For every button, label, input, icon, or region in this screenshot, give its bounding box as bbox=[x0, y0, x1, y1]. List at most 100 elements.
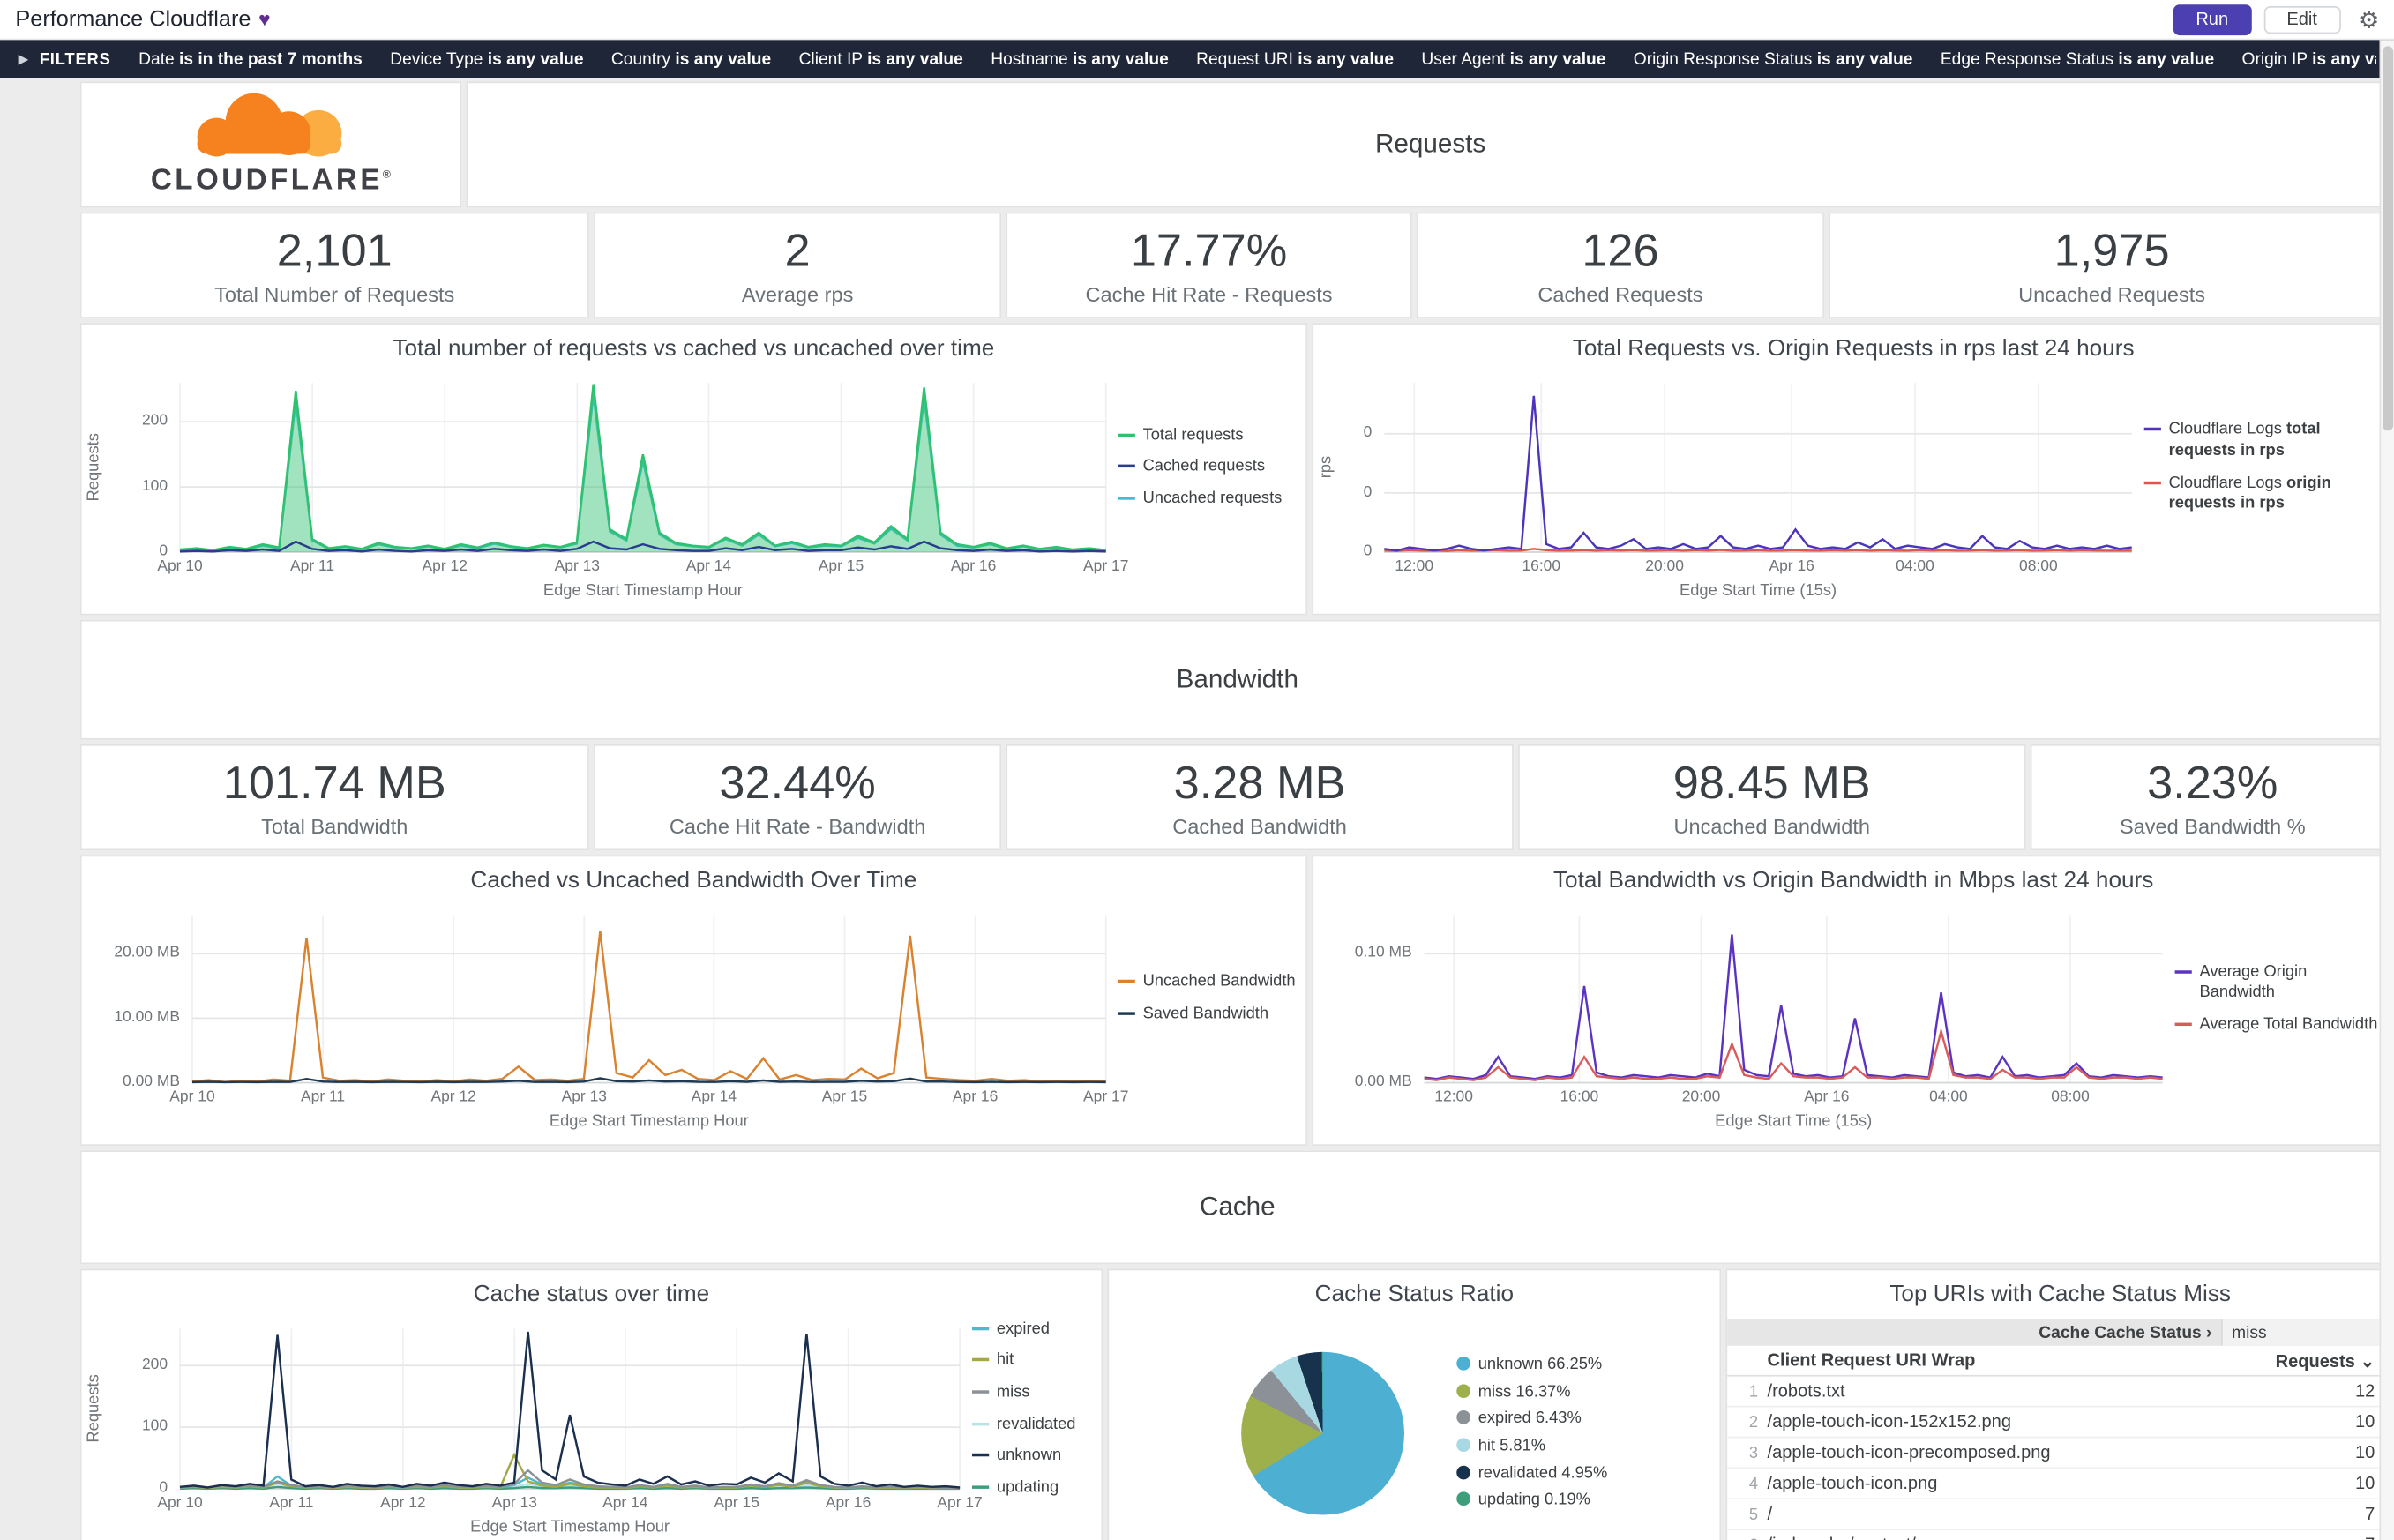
pivot-header[interactable]: Cache Cache Status › bbox=[2039, 1323, 2212, 1342]
kpi-label: Cached Bandwidth bbox=[1172, 814, 1347, 838]
legend-item[interactable]: expired bbox=[972, 1319, 1092, 1340]
kpi-value: 101.74 MB bbox=[222, 757, 446, 809]
legend-item[interactable]: unknown bbox=[972, 1446, 1092, 1467]
cloudflare-logo: CLOUDFLARE® bbox=[81, 83, 460, 206]
settings-gear-icon[interactable]: ⚙ bbox=[2359, 6, 2380, 34]
uri-cell[interactable]: / bbox=[1767, 1505, 1773, 1524]
row-index: 6 bbox=[1727, 1536, 1767, 1540]
filters-list: Date is in the past 7 months Device Type … bbox=[138, 50, 2376, 69]
rps-24h-chart[interactable]: rps 0 0 0 12:00 16:00 20:00 Apr 16 04:00 08:00 Edg… bbox=[1313, 370, 2393, 614]
legend-item[interactable]: hit 5.81% bbox=[1456, 1437, 1607, 1458]
legend-item[interactable]: Saved Bandwidth bbox=[1118, 1005, 1297, 1026]
bandwidth-over-time-chart[interactable]: 0.00 MB 10.00 MB 20.00 MB Apr 10 Apr 11 Apr 1… bbox=[81, 903, 1305, 1145]
legend-line-icon bbox=[2143, 480, 2161, 484]
table-row[interactable]: 3/apple-touch-icon-precomposed.png 10 bbox=[1727, 1438, 2394, 1469]
legend-label: Cloudflare Logs total requests in rps bbox=[2168, 420, 2321, 460]
column-header-uri[interactable]: Client Request URI Wrap bbox=[1767, 1350, 1976, 1370]
legend-item[interactable]: Average Origin Bandwidth bbox=[2174, 962, 2384, 1005]
legend-item[interactable]: updating bbox=[972, 1477, 1092, 1499]
legend-item[interactable]: expired 6.43% bbox=[1456, 1409, 1607, 1431]
plot-area[interactable] bbox=[1424, 915, 2163, 1084]
uri-cell[interactable]: /index.php/contact/ bbox=[1768, 1536, 2221, 1540]
bandwidth-24h-chart[interactable]: 0.00 MB 0.10 MB 12:00 16:00 20:00 Apr 16 04:00… bbox=[1313, 903, 2393, 1145]
legend-item[interactable]: miss bbox=[972, 1382, 1092, 1403]
filter-item[interactable]: User Agent is any value bbox=[1421, 49, 1606, 69]
legend-item[interactable]: Uncached Bandwidth bbox=[1118, 973, 1297, 994]
y-axis-title: Requests bbox=[84, 433, 103, 502]
legend-line-icon bbox=[972, 1454, 990, 1457]
legend-line-icon bbox=[2174, 969, 2192, 973]
x-axis-title: Edge Start Timestamp Hour bbox=[542, 581, 743, 601]
uri-cell[interactable]: /robots.txt bbox=[1767, 1381, 1845, 1401]
legend-line-icon bbox=[972, 1485, 990, 1489]
filter-item[interactable]: Origin IP is any value bbox=[2241, 49, 2376, 69]
table-row[interactable]: 5 / 7 bbox=[1727, 1499, 2394, 1530]
legend-item[interactable]: revalidated bbox=[972, 1414, 1092, 1435]
filters-bar: ▶ FILTERS Date is in the past 7 months De… bbox=[0, 40, 2394, 78]
filter-item[interactable]: Date is in the past 7 months bbox=[138, 49, 363, 69]
pie-chart[interactable] bbox=[1241, 1351, 1404, 1515]
cache-status-ratio-pie[interactable]: unknown 66.25% miss 16.37% expired 6.43% hi… bbox=[1109, 1317, 1719, 1540]
x-tick-label: 04:00 bbox=[1929, 1088, 1968, 1106]
legend-line-icon bbox=[972, 1327, 990, 1330]
filter-item[interactable]: Request URI is any value bbox=[1196, 49, 1395, 69]
plot-area[interactable] bbox=[179, 1328, 961, 1491]
legend-item[interactable]: Average Total Bandwidth bbox=[2174, 1015, 2384, 1036]
x-tick-label: Apr 15 bbox=[821, 1088, 868, 1106]
column-header-requests[interactable]: Requests ⌄ bbox=[2275, 1352, 2375, 1372]
x-tick-label: Apr 16 bbox=[1769, 557, 1814, 576]
filters-toggle[interactable]: ▶ FILTERS bbox=[19, 50, 111, 69]
x-tick-label: 20:00 bbox=[1681, 1088, 1721, 1106]
legend-item[interactable]: Cached requests bbox=[1118, 457, 1297, 478]
uri-cell[interactable]: /apple-touch-icon-precomposed.png bbox=[1767, 1443, 2051, 1462]
legend-item[interactable]: miss 16.37% bbox=[1456, 1382, 1607, 1403]
table-title: Top URIs with Cache Status Miss bbox=[1889, 1281, 2232, 1308]
y-tick-label: 0 bbox=[1363, 483, 1373, 501]
legend-item[interactable]: Uncached requests bbox=[1118, 489, 1297, 510]
cache-status-over-time-chart[interactable]: Requests 0 100 200 Apr 10 Apr 11 Apr 12 Apr 13 A… bbox=[81, 1317, 1101, 1540]
legend-item[interactable]: hit bbox=[972, 1350, 1092, 1372]
legend: expired hit miss revalidated unknown updating bbox=[972, 1319, 1092, 1496]
y-tick-label: 0 bbox=[1363, 424, 1373, 442]
legend-item[interactable]: Cloudflare Logs origin requests in rps bbox=[2143, 473, 2384, 515]
legend-dot-icon bbox=[1456, 1491, 1470, 1506]
plot-area[interactable] bbox=[179, 383, 1107, 553]
plot-area[interactable] bbox=[191, 915, 1107, 1084]
filter-item[interactable]: Origin Response Status is any value bbox=[1633, 49, 1913, 69]
legend-item[interactable]: Total requests bbox=[1118, 425, 1297, 446]
legend-dot-icon bbox=[1456, 1357, 1470, 1371]
x-tick-label: Apr 12 bbox=[380, 1494, 426, 1513]
uri-cell[interactable]: /apple-touch-icon.png bbox=[1767, 1474, 1938, 1493]
table-row[interactable]: 6/index.php/contact/7 bbox=[1727, 1530, 2393, 1540]
y-axis-title: Requests bbox=[84, 1374, 103, 1443]
table-row[interactable]: 1/robots.txt 12 bbox=[1727, 1377, 2394, 1408]
filter-item[interactable]: Device Type is any value bbox=[390, 49, 584, 69]
filter-item[interactable]: Country is any value bbox=[610, 49, 772, 69]
cloudflare-logo-text: CLOUDFLARE® bbox=[150, 164, 391, 198]
table-row[interactable]: 2/apple-touch-icon-152x152.png 10 bbox=[1727, 1407, 2394, 1439]
filter-item[interactable]: Edge Response Status is any value bbox=[1940, 49, 2215, 69]
legend-label: hit 5.81% bbox=[1478, 1436, 1546, 1455]
legend-label: expired 6.43% bbox=[1478, 1409, 1582, 1428]
legend-item[interactable]: updating 0.19% bbox=[1456, 1491, 1607, 1512]
x-tick-label: Apr 13 bbox=[554, 557, 601, 576]
legend-item[interactable]: unknown 66.25% bbox=[1456, 1355, 1607, 1376]
legend-label: miss bbox=[996, 1382, 1030, 1402]
legend-item[interactable]: Cloudflare Logs total requests in rps bbox=[2143, 420, 2384, 462]
uri-cell[interactable]: /apple-touch-icon-152x152.png bbox=[1767, 1412, 2011, 1432]
requests-over-time-chart[interactable]: Requests 0 100 200 Apr 10 Apr 11 Apr 12 Apr 13 A… bbox=[81, 370, 1305, 614]
legend-line-icon bbox=[1118, 464, 1135, 468]
kpi-value: 3.28 MB bbox=[1173, 757, 1346, 809]
requests-cell: 10 bbox=[2354, 1443, 2375, 1462]
page-scrollbar[interactable] bbox=[2379, 40, 2394, 1540]
plot-area[interactable] bbox=[1384, 383, 2132, 553]
legend-item[interactable]: revalidated 4.95% bbox=[1456, 1463, 1607, 1484]
table-row[interactable]: 4/apple-touch-icon.png 10 bbox=[1727, 1469, 2394, 1500]
section-title-requests: Requests bbox=[1375, 129, 1486, 159]
run-button[interactable]: Run bbox=[2173, 4, 2252, 35]
edit-button[interactable]: Edit bbox=[2263, 5, 2341, 34]
filter-item[interactable]: Hostname is any value bbox=[991, 49, 1169, 69]
chart-tile-requests-over-time: Total number of requests vs cached vs un… bbox=[79, 323, 1308, 616]
scrollbar-thumb[interactable] bbox=[2382, 46, 2394, 431]
filter-item[interactable]: Client IP is any value bbox=[798, 49, 963, 69]
